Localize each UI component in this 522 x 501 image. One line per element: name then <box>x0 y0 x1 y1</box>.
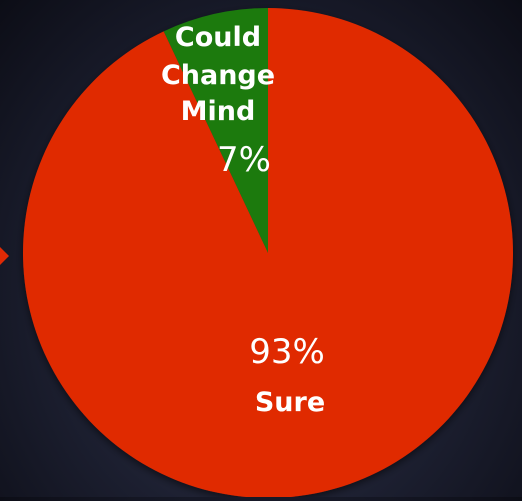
slice-label-sure: Sure <box>255 387 325 418</box>
slice-label-could-line-1: Could <box>175 22 261 53</box>
slice-value-sure: 93% <box>249 332 325 372</box>
slice-value-could: 7% <box>217 140 271 180</box>
pie-slices <box>22 8 513 499</box>
slice-label-could-line-2: Change <box>161 60 275 91</box>
pointer-arrow-icon <box>0 247 9 265</box>
pie-slice-could-change-mind <box>163 8 268 253</box>
pie-slice-sure <box>22 8 513 499</box>
slice-label-could-line-3: Mind <box>181 96 256 127</box>
